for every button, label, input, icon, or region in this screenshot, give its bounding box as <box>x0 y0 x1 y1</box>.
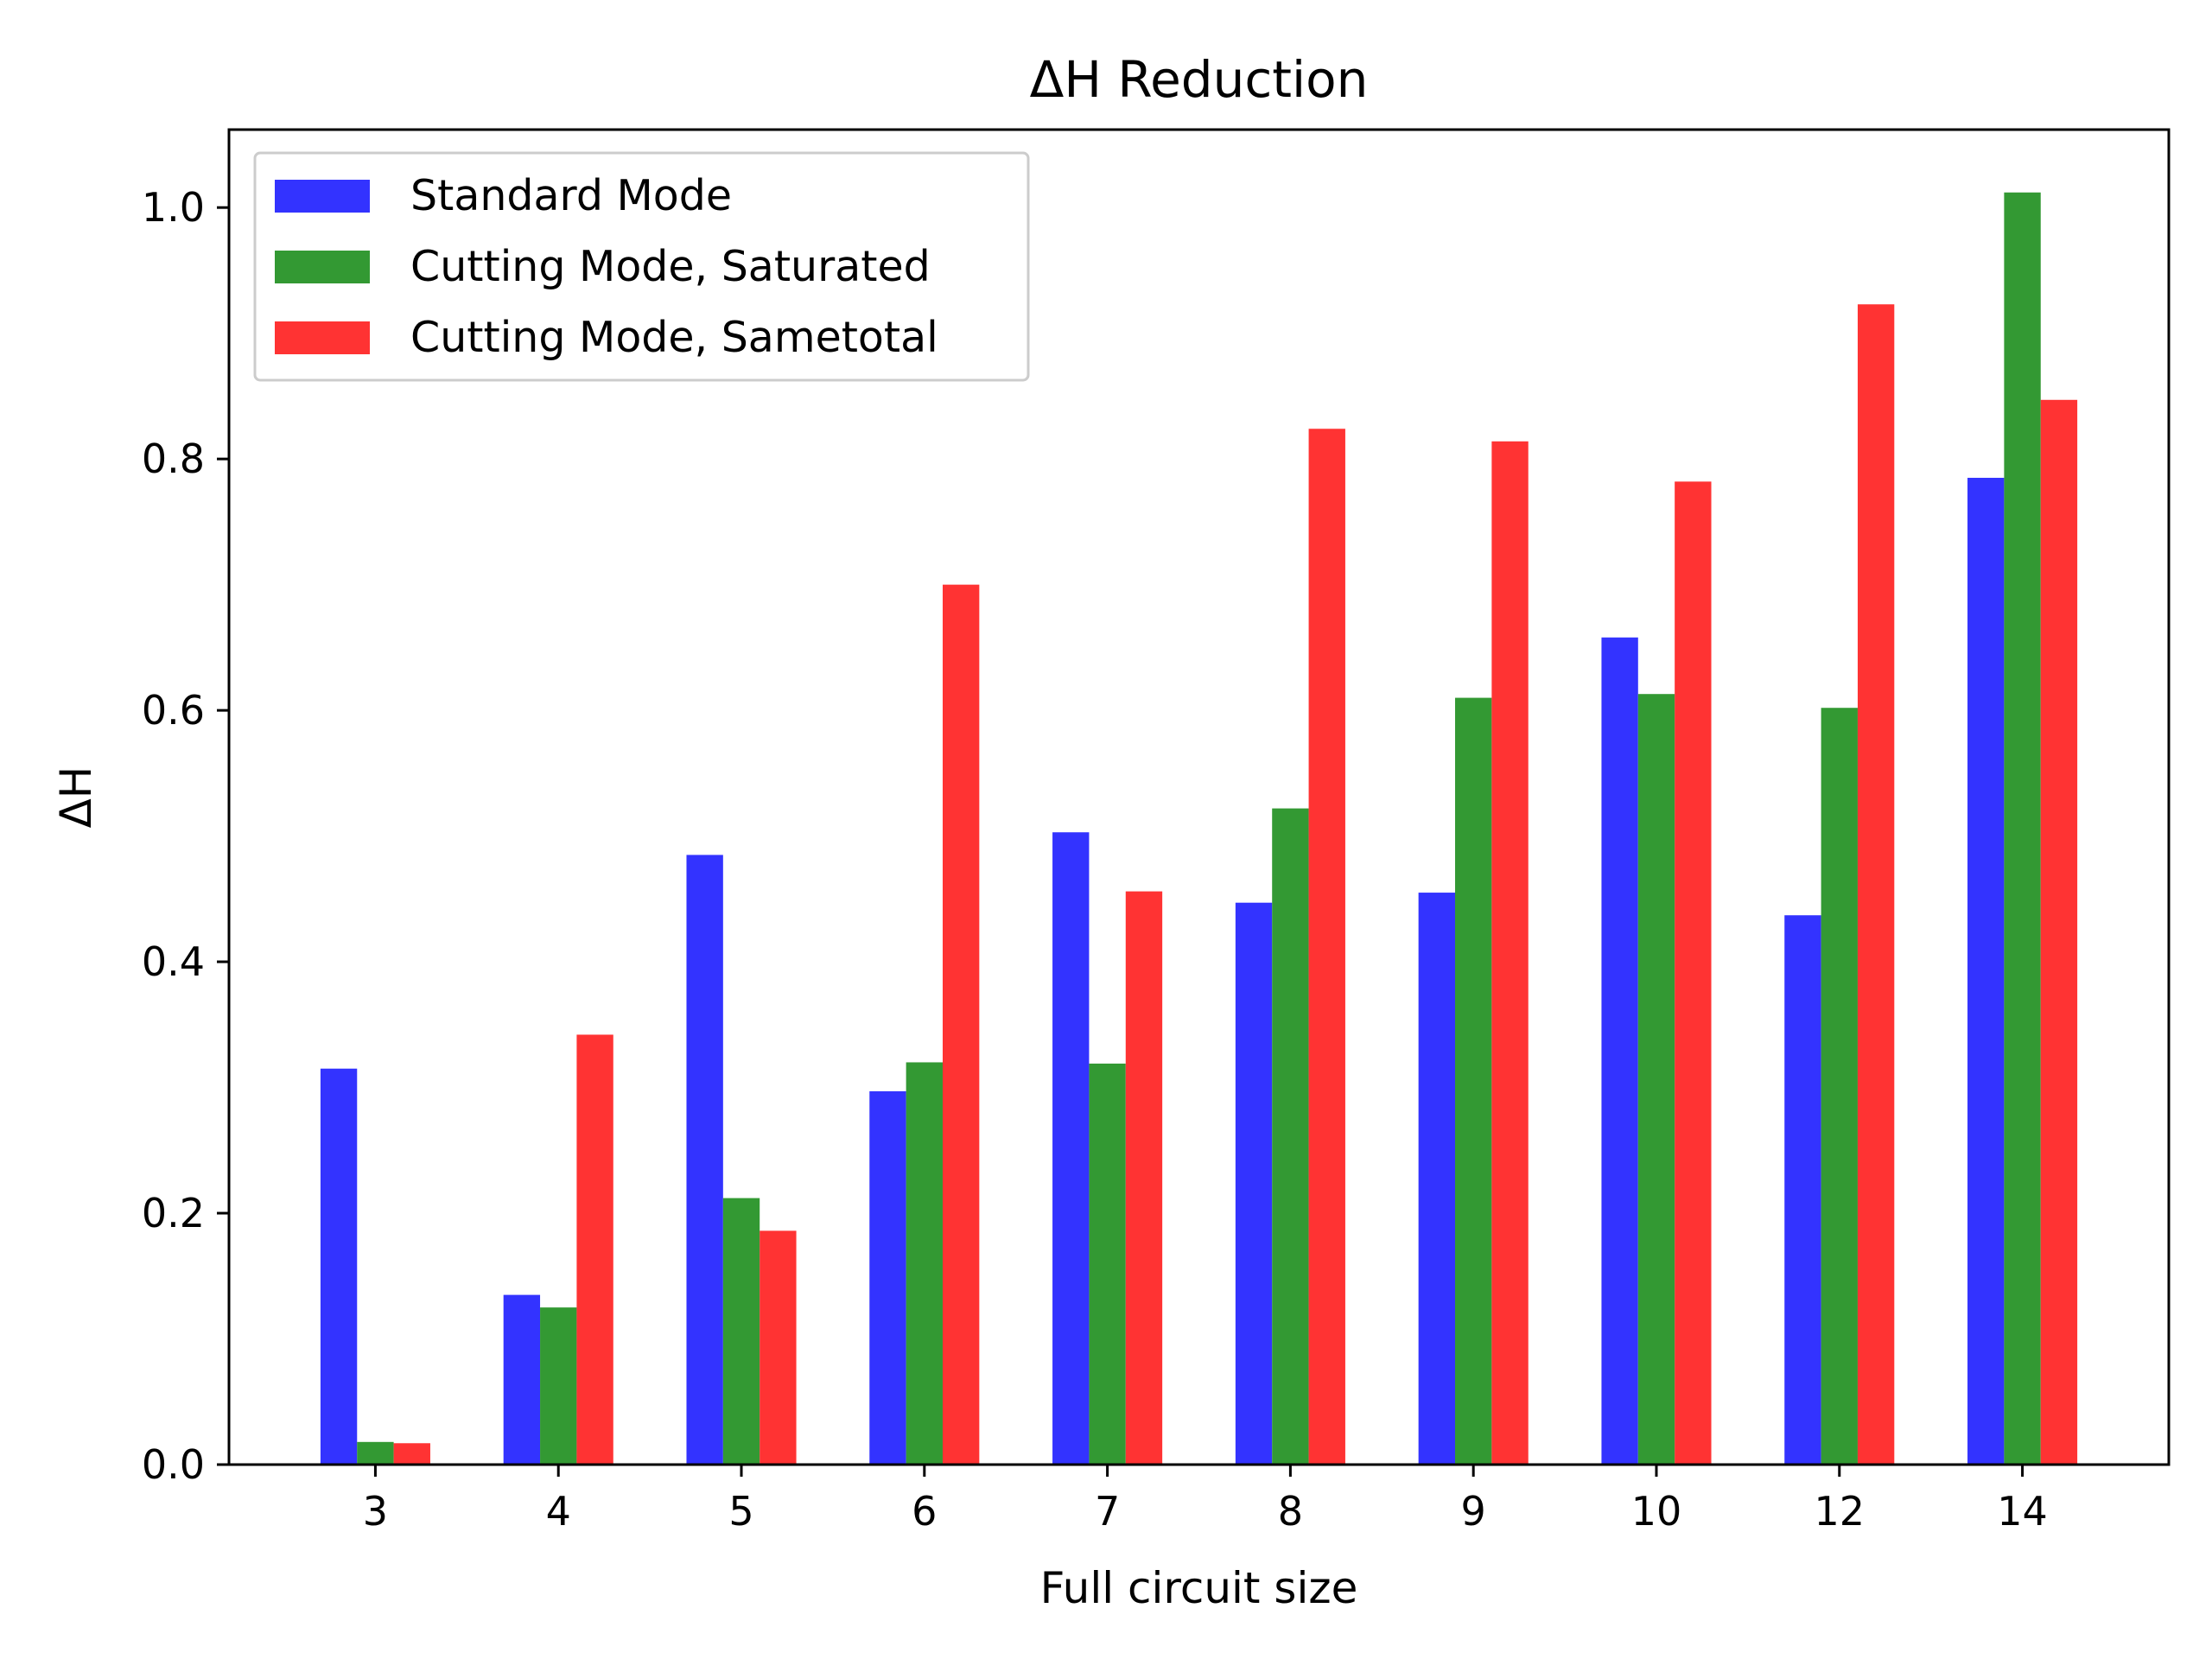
bar-cutting-mode-sametotal-14 <box>2040 399 2078 1465</box>
bar-cutting-mode-sametotal-8 <box>1308 429 1345 1465</box>
bar-standard-mode-7 <box>1052 832 1090 1465</box>
x-tick-label: 9 <box>1461 1488 1486 1535</box>
x-tick-label: 5 <box>728 1488 753 1535</box>
bar-standard-mode-5 <box>686 855 723 1465</box>
legend-box <box>253 151 1030 382</box>
legend-label-cutting-saturated: Cutting Mode, Saturated <box>410 242 931 291</box>
bar-cutting-mode-sametotal-6 <box>942 584 980 1465</box>
bar-cutting-mode-sametotal-4 <box>576 1034 613 1465</box>
bar-cutting-mode-saturated-8 <box>1272 808 1309 1465</box>
bar-standard-mode-14 <box>1967 477 2005 1465</box>
y-tick-label: 0.0 <box>142 1441 205 1488</box>
y-tick-label: 0.6 <box>142 687 205 734</box>
bar-cutting-mode-saturated-6 <box>906 1062 943 1465</box>
y-tick-label: 0.2 <box>142 1190 205 1236</box>
bar-standard-mode-6 <box>869 1090 906 1465</box>
bar-standard-mode-4 <box>503 1294 541 1465</box>
bar-cutting-mode-sametotal-5 <box>760 1230 797 1465</box>
bar-cutting-mode-sametotal-3 <box>393 1443 430 1465</box>
x-axis-label: Full circuit size <box>1040 1563 1358 1613</box>
x-tick-label: 8 <box>1278 1488 1303 1535</box>
y-tick-label: 0.8 <box>142 435 205 482</box>
bar-cutting-mode-sametotal-7 <box>1125 891 1163 1465</box>
y-axis-ticks: 0.0 0.2 0.4 0.6 0.8 1.0 <box>142 184 229 1488</box>
plot-area-frame <box>227 128 2171 1466</box>
x-tick-label: 10 <box>1631 1488 1682 1535</box>
legend-swatch-cutting-sametotal <box>275 321 370 354</box>
x-tick-label: 14 <box>1997 1488 2048 1535</box>
bar-cutting-mode-sametotal-9 <box>1491 441 1529 1465</box>
bar-cutting-mode-saturated-14 <box>2004 192 2041 1465</box>
y-axis-label: ΔH <box>51 766 101 829</box>
bars-layer <box>320 192 2078 1465</box>
bar-cutting-mode-saturated-10 <box>1637 694 1675 1465</box>
chart-title: ΔH Reduction <box>1030 50 1369 109</box>
x-tick-label: 12 <box>1815 1488 1866 1535</box>
bar-cutting-mode-saturated-4 <box>540 1307 577 1465</box>
bar-cutting-mode-sametotal-12 <box>1857 304 1895 1465</box>
x-axis-ticks: 3 4 5 6 7 8 9 10 12 14 <box>363 1465 2048 1535</box>
y-tick-label: 1.0 <box>142 184 205 231</box>
legend-label-standard-mode: Standard Mode <box>410 171 732 220</box>
x-tick-label: 6 <box>912 1488 937 1535</box>
bar-cutting-mode-saturated-3 <box>357 1441 394 1465</box>
bar-standard-mode-10 <box>1601 637 1638 1465</box>
bar-cutting-mode-saturated-7 <box>1089 1063 1126 1465</box>
legend: Standard Mode Cutting Mode, Saturated Cu… <box>253 151 1030 382</box>
x-tick-label: 3 <box>363 1488 388 1535</box>
bar-cutting-mode-saturated-5 <box>722 1198 760 1465</box>
x-tick-label: 7 <box>1095 1488 1120 1535</box>
bar-cutting-mode-saturated-12 <box>1821 708 1858 1465</box>
legend-label-cutting-sametotal: Cutting Mode, Sametotal <box>410 313 938 362</box>
bar-standard-mode-12 <box>1784 915 1821 1465</box>
legend-swatch-standard-mode <box>275 180 370 213</box>
bar-standard-mode-3 <box>320 1068 358 1465</box>
x-tick-label: 4 <box>546 1488 571 1535</box>
legend-swatch-cutting-saturated <box>275 251 370 283</box>
bar-standard-mode-9 <box>1418 893 1456 1465</box>
bar-standard-mode-8 <box>1235 902 1273 1465</box>
bar-cutting-mode-saturated-9 <box>1455 697 1492 1465</box>
bar-cutting-mode-sametotal-10 <box>1675 481 1712 1465</box>
y-tick-label: 0.4 <box>142 938 205 985</box>
